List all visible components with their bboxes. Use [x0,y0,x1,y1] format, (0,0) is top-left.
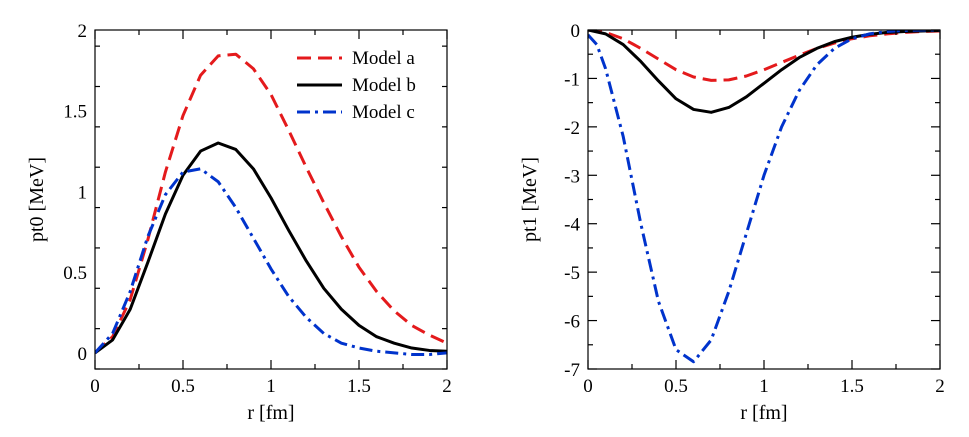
y-tick-label: -2 [564,118,580,139]
series-line-model-c [588,30,940,364]
y-axis-title: pt1 [MeV] [519,157,541,242]
x-tick-label: 1 [266,376,276,397]
series-line-model-c [95,167,447,356]
y-tick-label: 1.5 [63,102,87,123]
y-axis-title: pt0 [MeV] [26,157,48,242]
x-tick-label: 0 [90,376,100,397]
y-tick-label: -6 [564,312,580,333]
x-tick-label: 0.5 [171,376,195,397]
y-tick-label: -1 [564,69,580,90]
y-tick-label: -3 [564,166,580,187]
x-tick-label: 0.5 [664,376,688,397]
y-tick-label: 0 [571,21,581,42]
y-tick-label: -7 [564,360,580,381]
y-tick-label: 0 [78,344,88,365]
y-tick-label: -5 [564,263,580,284]
legend-label-model-b: Model b [352,75,416,96]
x-tick-label: 2 [442,376,452,397]
x-tick-label: 1 [759,376,769,397]
series-line-model-b [95,141,447,355]
x-axis-title: r [fm] [247,402,294,424]
series-line-model-a [588,30,940,82]
y-tick-label: -4 [564,215,580,236]
x-tick-label: 1.5 [347,376,371,397]
x-tick-label: 0 [583,376,593,397]
left-panel-pt0: 0 0.5 1 1.5 2 0 0.5 1 1.5 2 r [fm] pt0 [MeV] Model a… [26,21,452,424]
x-tick-label: 1.5 [840,376,864,397]
y-tick-label: 1 [78,182,88,203]
legend-label-model-c: Model c [352,102,415,123]
series-line-model-a [95,52,447,354]
y-tick-label: 0.5 [63,263,87,284]
plot-frame [587,29,941,370]
x-tick-label: 2 [935,376,945,397]
legend: Model a Model b Model c [297,48,416,123]
x-axis-title: r [fm] [740,402,787,424]
right-panel-pt1: 0 0.5 1 1.5 2 0 -1 -2 -3 -4 -5 -6 -7 r [fm] pt1 [MeV] [519,21,945,424]
series-line-model-b [588,30,940,114]
y-tick-label: 2 [78,21,88,42]
legend-label-model-a: Model a [352,48,415,69]
